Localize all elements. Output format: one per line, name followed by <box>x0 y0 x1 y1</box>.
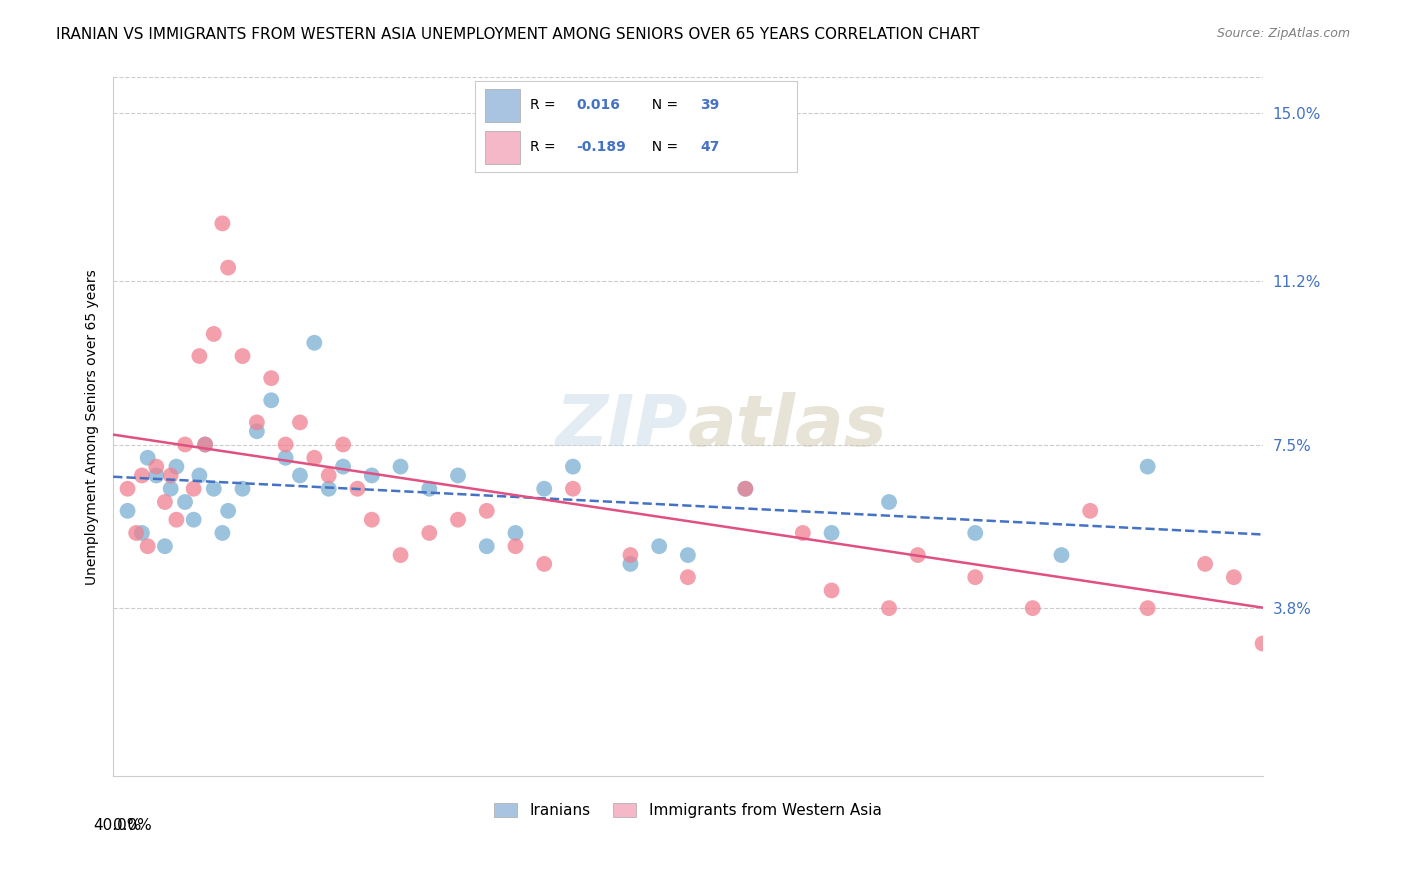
Point <box>288 416 311 430</box>
Point <box>131 468 153 483</box>
Point <box>145 468 167 483</box>
Point <box>318 468 340 483</box>
Point <box>820 525 842 540</box>
Point <box>1223 570 1246 584</box>
Point <box>447 513 470 527</box>
Point <box>475 539 498 553</box>
Point <box>174 495 197 509</box>
Point <box>153 539 176 553</box>
Point <box>274 437 297 451</box>
Point <box>676 548 699 562</box>
Point <box>117 504 139 518</box>
Point <box>1279 525 1302 540</box>
Point <box>619 557 641 571</box>
Point <box>965 570 987 584</box>
Text: ZIP: ZIP <box>555 392 688 461</box>
Point <box>165 459 187 474</box>
Point <box>131 525 153 540</box>
Point <box>619 548 641 562</box>
Point <box>117 482 139 496</box>
Point <box>194 437 217 451</box>
Point <box>211 216 233 230</box>
Point <box>332 459 354 474</box>
Point <box>165 513 187 527</box>
Point <box>125 525 148 540</box>
Point <box>1050 548 1073 562</box>
Point <box>217 504 239 518</box>
Point <box>360 513 382 527</box>
Point <box>188 468 211 483</box>
Point <box>533 557 555 571</box>
Point <box>136 450 159 465</box>
Point <box>260 393 283 408</box>
Point <box>153 495 176 509</box>
Point <box>183 482 205 496</box>
Point <box>332 437 354 451</box>
Point <box>1136 459 1159 474</box>
Point <box>505 539 527 553</box>
Point <box>792 525 814 540</box>
Point <box>389 548 412 562</box>
Point <box>418 525 440 540</box>
Point <box>136 539 159 553</box>
Point <box>1251 636 1274 650</box>
Point <box>1136 601 1159 615</box>
Text: atlas: atlas <box>688 392 887 461</box>
Point <box>475 504 498 518</box>
Text: 40.0%: 40.0% <box>94 818 142 833</box>
Point <box>533 482 555 496</box>
Point <box>1194 557 1216 571</box>
Point <box>231 349 253 363</box>
Point <box>734 482 756 496</box>
Point <box>159 482 181 496</box>
Point <box>202 482 225 496</box>
Point <box>159 468 181 483</box>
Point <box>260 371 283 385</box>
Point <box>648 539 671 553</box>
Point <box>211 525 233 540</box>
Point <box>304 335 326 350</box>
Point <box>246 416 269 430</box>
Point <box>183 513 205 527</box>
Point <box>447 468 470 483</box>
Point <box>288 468 311 483</box>
Point <box>174 437 197 451</box>
Point <box>360 468 382 483</box>
Point <box>346 482 368 496</box>
Point <box>1078 504 1101 518</box>
Point <box>676 570 699 584</box>
Point <box>318 482 340 496</box>
Point <box>304 450 326 465</box>
Point <box>877 495 900 509</box>
Point <box>907 548 929 562</box>
Point <box>274 450 297 465</box>
Point <box>202 326 225 341</box>
Text: 0.0%: 0.0% <box>114 818 152 833</box>
Point <box>231 482 253 496</box>
Point <box>1022 601 1045 615</box>
Point <box>389 459 412 474</box>
Legend: Iranians, Immigrants from Western Asia: Iranians, Immigrants from Western Asia <box>488 797 887 824</box>
Point <box>217 260 239 275</box>
Y-axis label: Unemployment Among Seniors over 65 years: Unemployment Among Seniors over 65 years <box>86 269 100 584</box>
Point <box>965 525 987 540</box>
Text: Source: ZipAtlas.com: Source: ZipAtlas.com <box>1216 27 1350 40</box>
Point <box>505 525 527 540</box>
Point <box>562 482 585 496</box>
Point <box>734 482 756 496</box>
Point <box>418 482 440 496</box>
Text: IRANIAN VS IMMIGRANTS FROM WESTERN ASIA UNEMPLOYMENT AMONG SENIORS OVER 65 YEARS: IRANIAN VS IMMIGRANTS FROM WESTERN ASIA … <box>56 27 980 42</box>
Point <box>188 349 211 363</box>
Point <box>562 459 585 474</box>
Point <box>820 583 842 598</box>
Point <box>194 437 217 451</box>
Point <box>246 424 269 438</box>
Point <box>877 601 900 615</box>
Point <box>145 459 167 474</box>
